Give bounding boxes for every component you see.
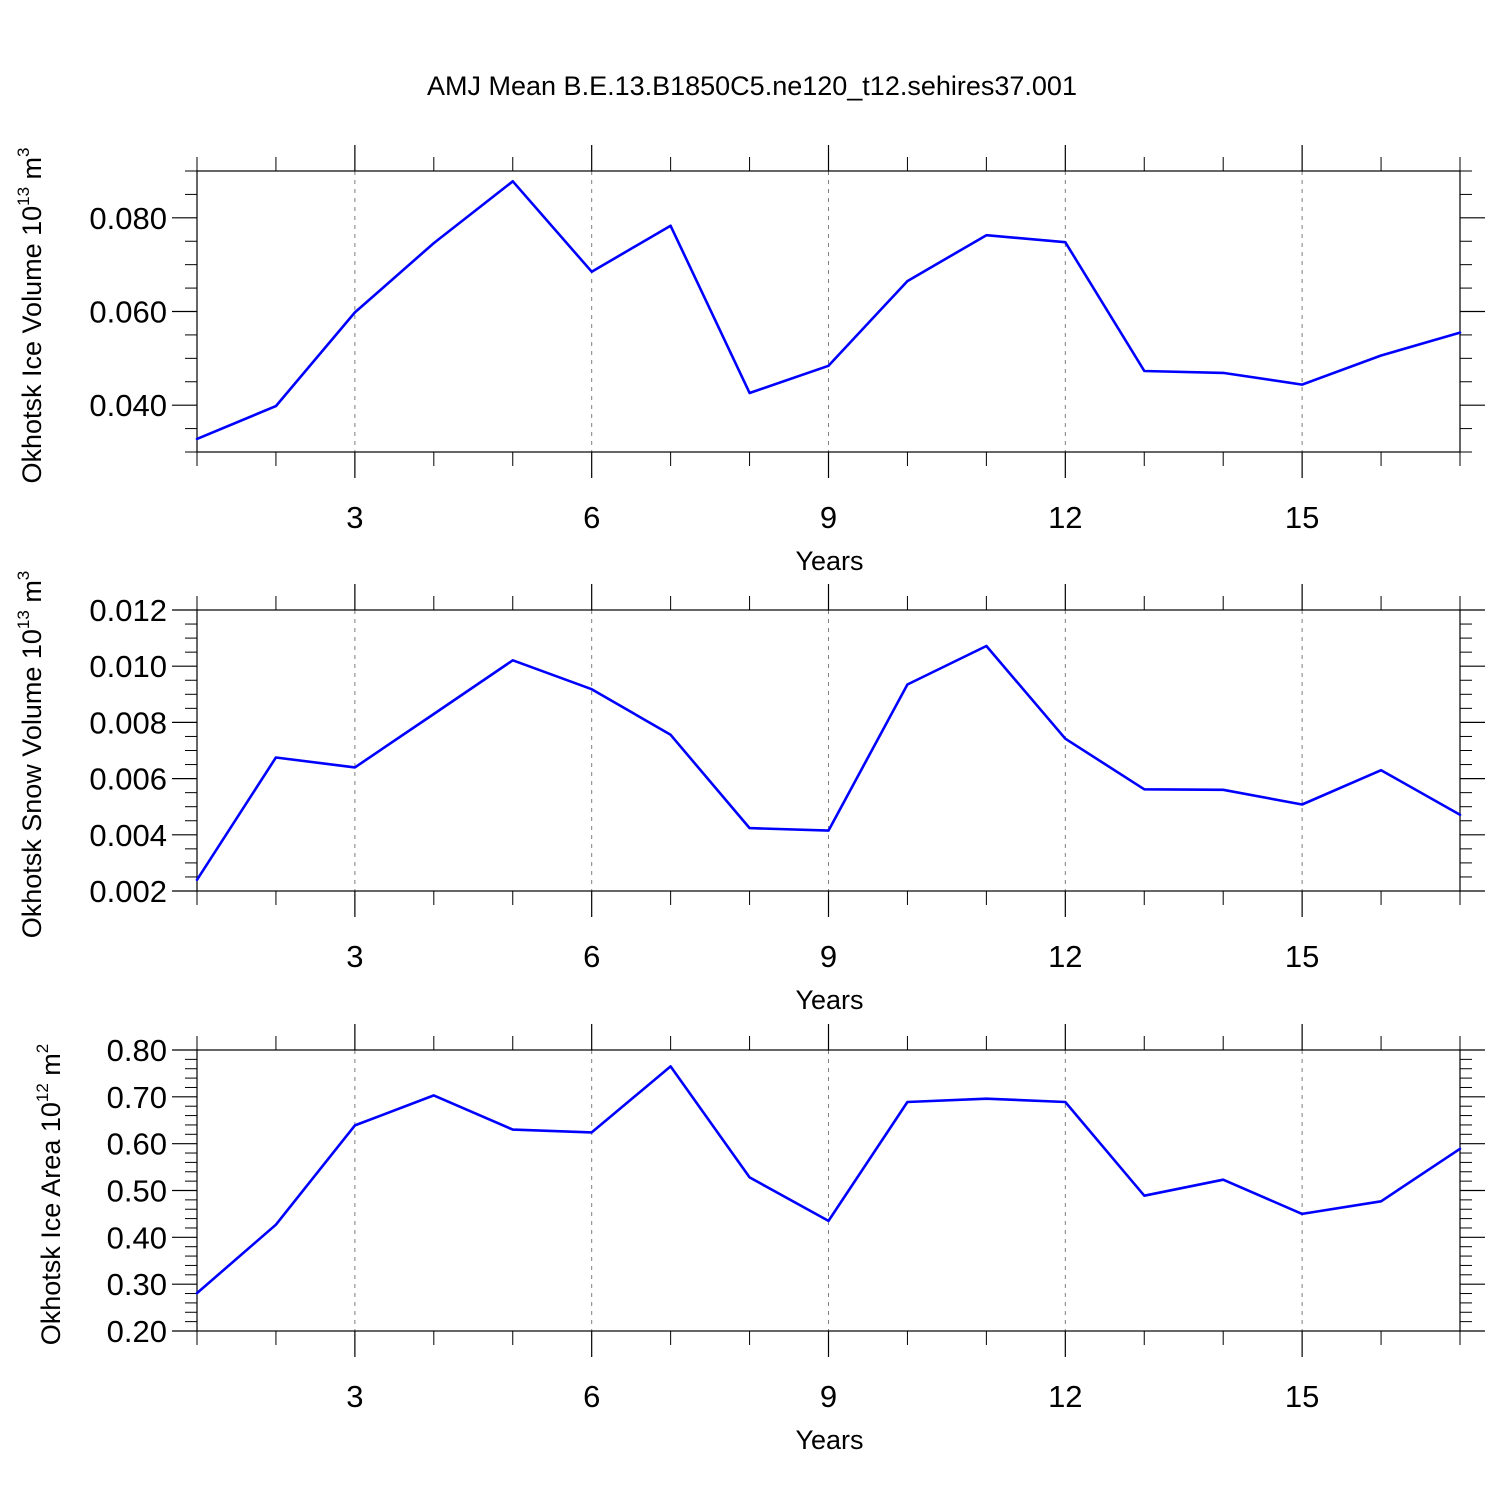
- x-tick-label: 6: [583, 500, 600, 535]
- y-tick-label: 0.060: [89, 295, 167, 330]
- x-tick-label: 9: [820, 1379, 837, 1414]
- x-tick-label: 3: [346, 1379, 363, 1414]
- y-tick-label: 0.20: [107, 1314, 167, 1349]
- x-axis-title: Years: [795, 985, 863, 1015]
- y-axis-title-superscript: 12: [33, 1083, 52, 1102]
- chart-title: AMJ Mean B.E.13.B1850C5.ne120_t12.sehire…: [427, 71, 1077, 101]
- x-tick-label: 9: [820, 939, 837, 974]
- y-axis-title-superscript: 3: [14, 571, 33, 580]
- x-tick-label: 12: [1048, 1379, 1082, 1414]
- y-tick-label: 0.40: [107, 1220, 167, 1255]
- y-tick-label: 0.002: [89, 874, 167, 909]
- y-axis-title-superscript: 2: [33, 1044, 52, 1053]
- y-tick-label: 0.012: [89, 593, 167, 628]
- x-axis-title: Years: [795, 546, 863, 576]
- y-tick-label: 0.30: [107, 1267, 167, 1302]
- y-tick-label: 0.010: [89, 649, 167, 684]
- x-tick-label: 6: [583, 1379, 600, 1414]
- y-tick-label: 0.080: [89, 201, 167, 236]
- y-axis-title-part: m: [36, 1053, 66, 1083]
- y-axis-title-superscript: 3: [14, 147, 33, 156]
- y-tick-label: 0.80: [107, 1033, 167, 1068]
- x-tick-label: 9: [820, 500, 837, 535]
- y-axis-title-part: Okhotsk Ice Area 10: [36, 1102, 66, 1345]
- x-tick-label: 3: [346, 939, 363, 974]
- x-tick-label: 12: [1048, 939, 1082, 974]
- y-axis-title-part: m: [17, 157, 47, 187]
- x-tick-label: 6: [583, 939, 600, 974]
- y-axis-title-superscript: 13: [14, 187, 33, 206]
- y-axis-title-part: m: [17, 580, 47, 610]
- x-tick-label: 15: [1285, 500, 1319, 535]
- y-tick-label: 0.040: [89, 388, 167, 423]
- x-axis-title: Years: [795, 1425, 863, 1455]
- y-tick-label: 0.70: [107, 1080, 167, 1115]
- x-tick-label: 15: [1285, 939, 1319, 974]
- y-tick-label: 0.008: [89, 705, 167, 740]
- y-tick-label: 0.50: [107, 1174, 167, 1209]
- y-axis-title-part: Okhotsk Snow Volume 10: [17, 629, 47, 938]
- y-axis-title-superscript: 13: [14, 610, 33, 629]
- y-tick-label: 0.004: [89, 818, 167, 853]
- x-tick-label: 12: [1048, 500, 1082, 535]
- y-axis-title-part: Okhotsk Ice Volume 10: [17, 206, 47, 484]
- x-tick-label: 3: [346, 500, 363, 535]
- y-tick-label: 0.60: [107, 1127, 167, 1162]
- y-tick-label: 0.006: [89, 762, 167, 797]
- x-tick-label: 15: [1285, 1379, 1319, 1414]
